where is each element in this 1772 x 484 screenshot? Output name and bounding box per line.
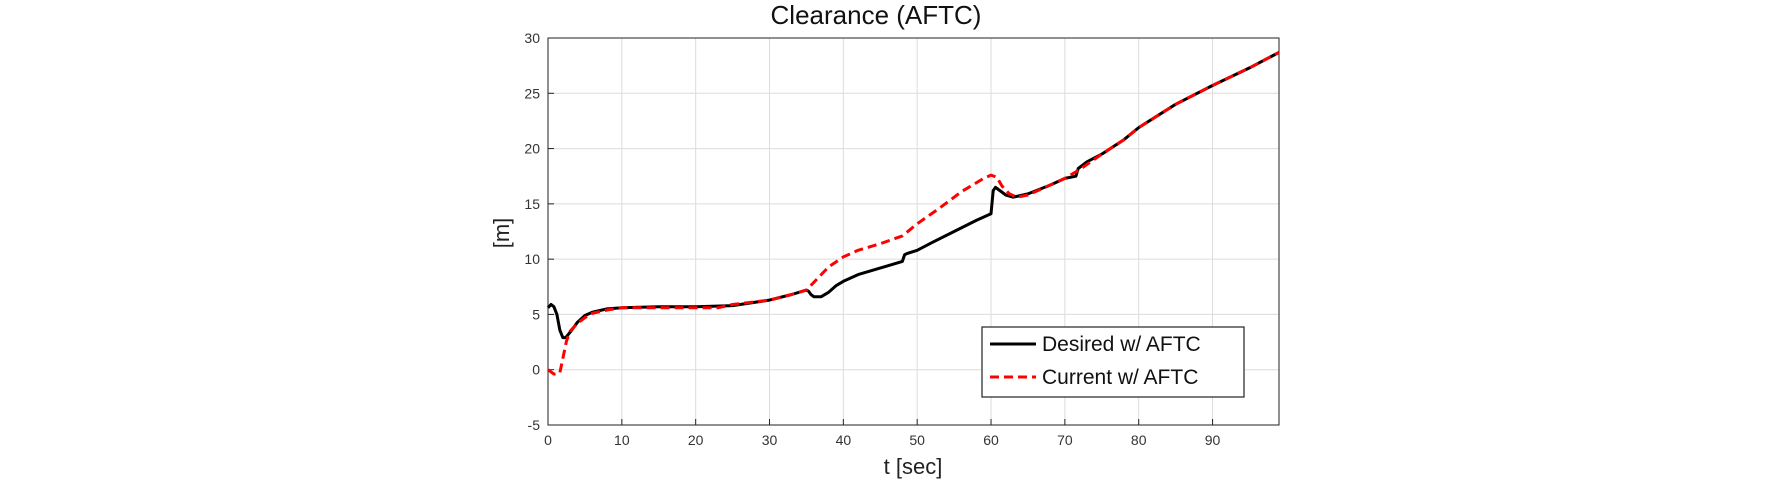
x-tick-label: 10 [614,432,630,448]
y-tick-label: 0 [532,362,540,378]
x-tick-label: 70 [1057,432,1073,448]
y-tick-label: 10 [524,251,540,267]
y-axis-label: [m] [489,218,514,249]
x-tick-label: 50 [909,432,925,448]
x-tick-label: 20 [688,432,704,448]
x-tick-label: 60 [983,432,999,448]
x-tick-label: 80 [1131,432,1147,448]
x-axis-label: t [sec] [884,454,943,479]
y-tick-label: 25 [524,85,540,101]
series-line-desired [546,51,1280,340]
legend-label-current: Current w/ AFTC [1042,366,1198,389]
x-tick-label: 40 [836,432,852,448]
legend: Desired w/ AFTC Current w/ AFTC [981,326,1245,398]
legend-label-desired: Desired w/ AFTC [1042,333,1201,356]
y-tick-label: 30 [524,30,540,46]
plot-area [547,37,1280,426]
y-tick-label: 20 [524,141,540,157]
legend-box [981,326,1245,398]
y-tick-label: -5 [528,417,541,433]
x-tick-label: 0 [544,432,552,448]
x-tick-label: 90 [1205,432,1221,448]
y-tick-label: 5 [532,306,540,322]
x-tick-label: 30 [762,432,778,448]
y-tick-label: 15 [524,196,540,212]
series-line-current [547,51,1280,376]
chart-title: Clearance (AFTC) [771,0,982,30]
series-group [546,51,1280,376]
